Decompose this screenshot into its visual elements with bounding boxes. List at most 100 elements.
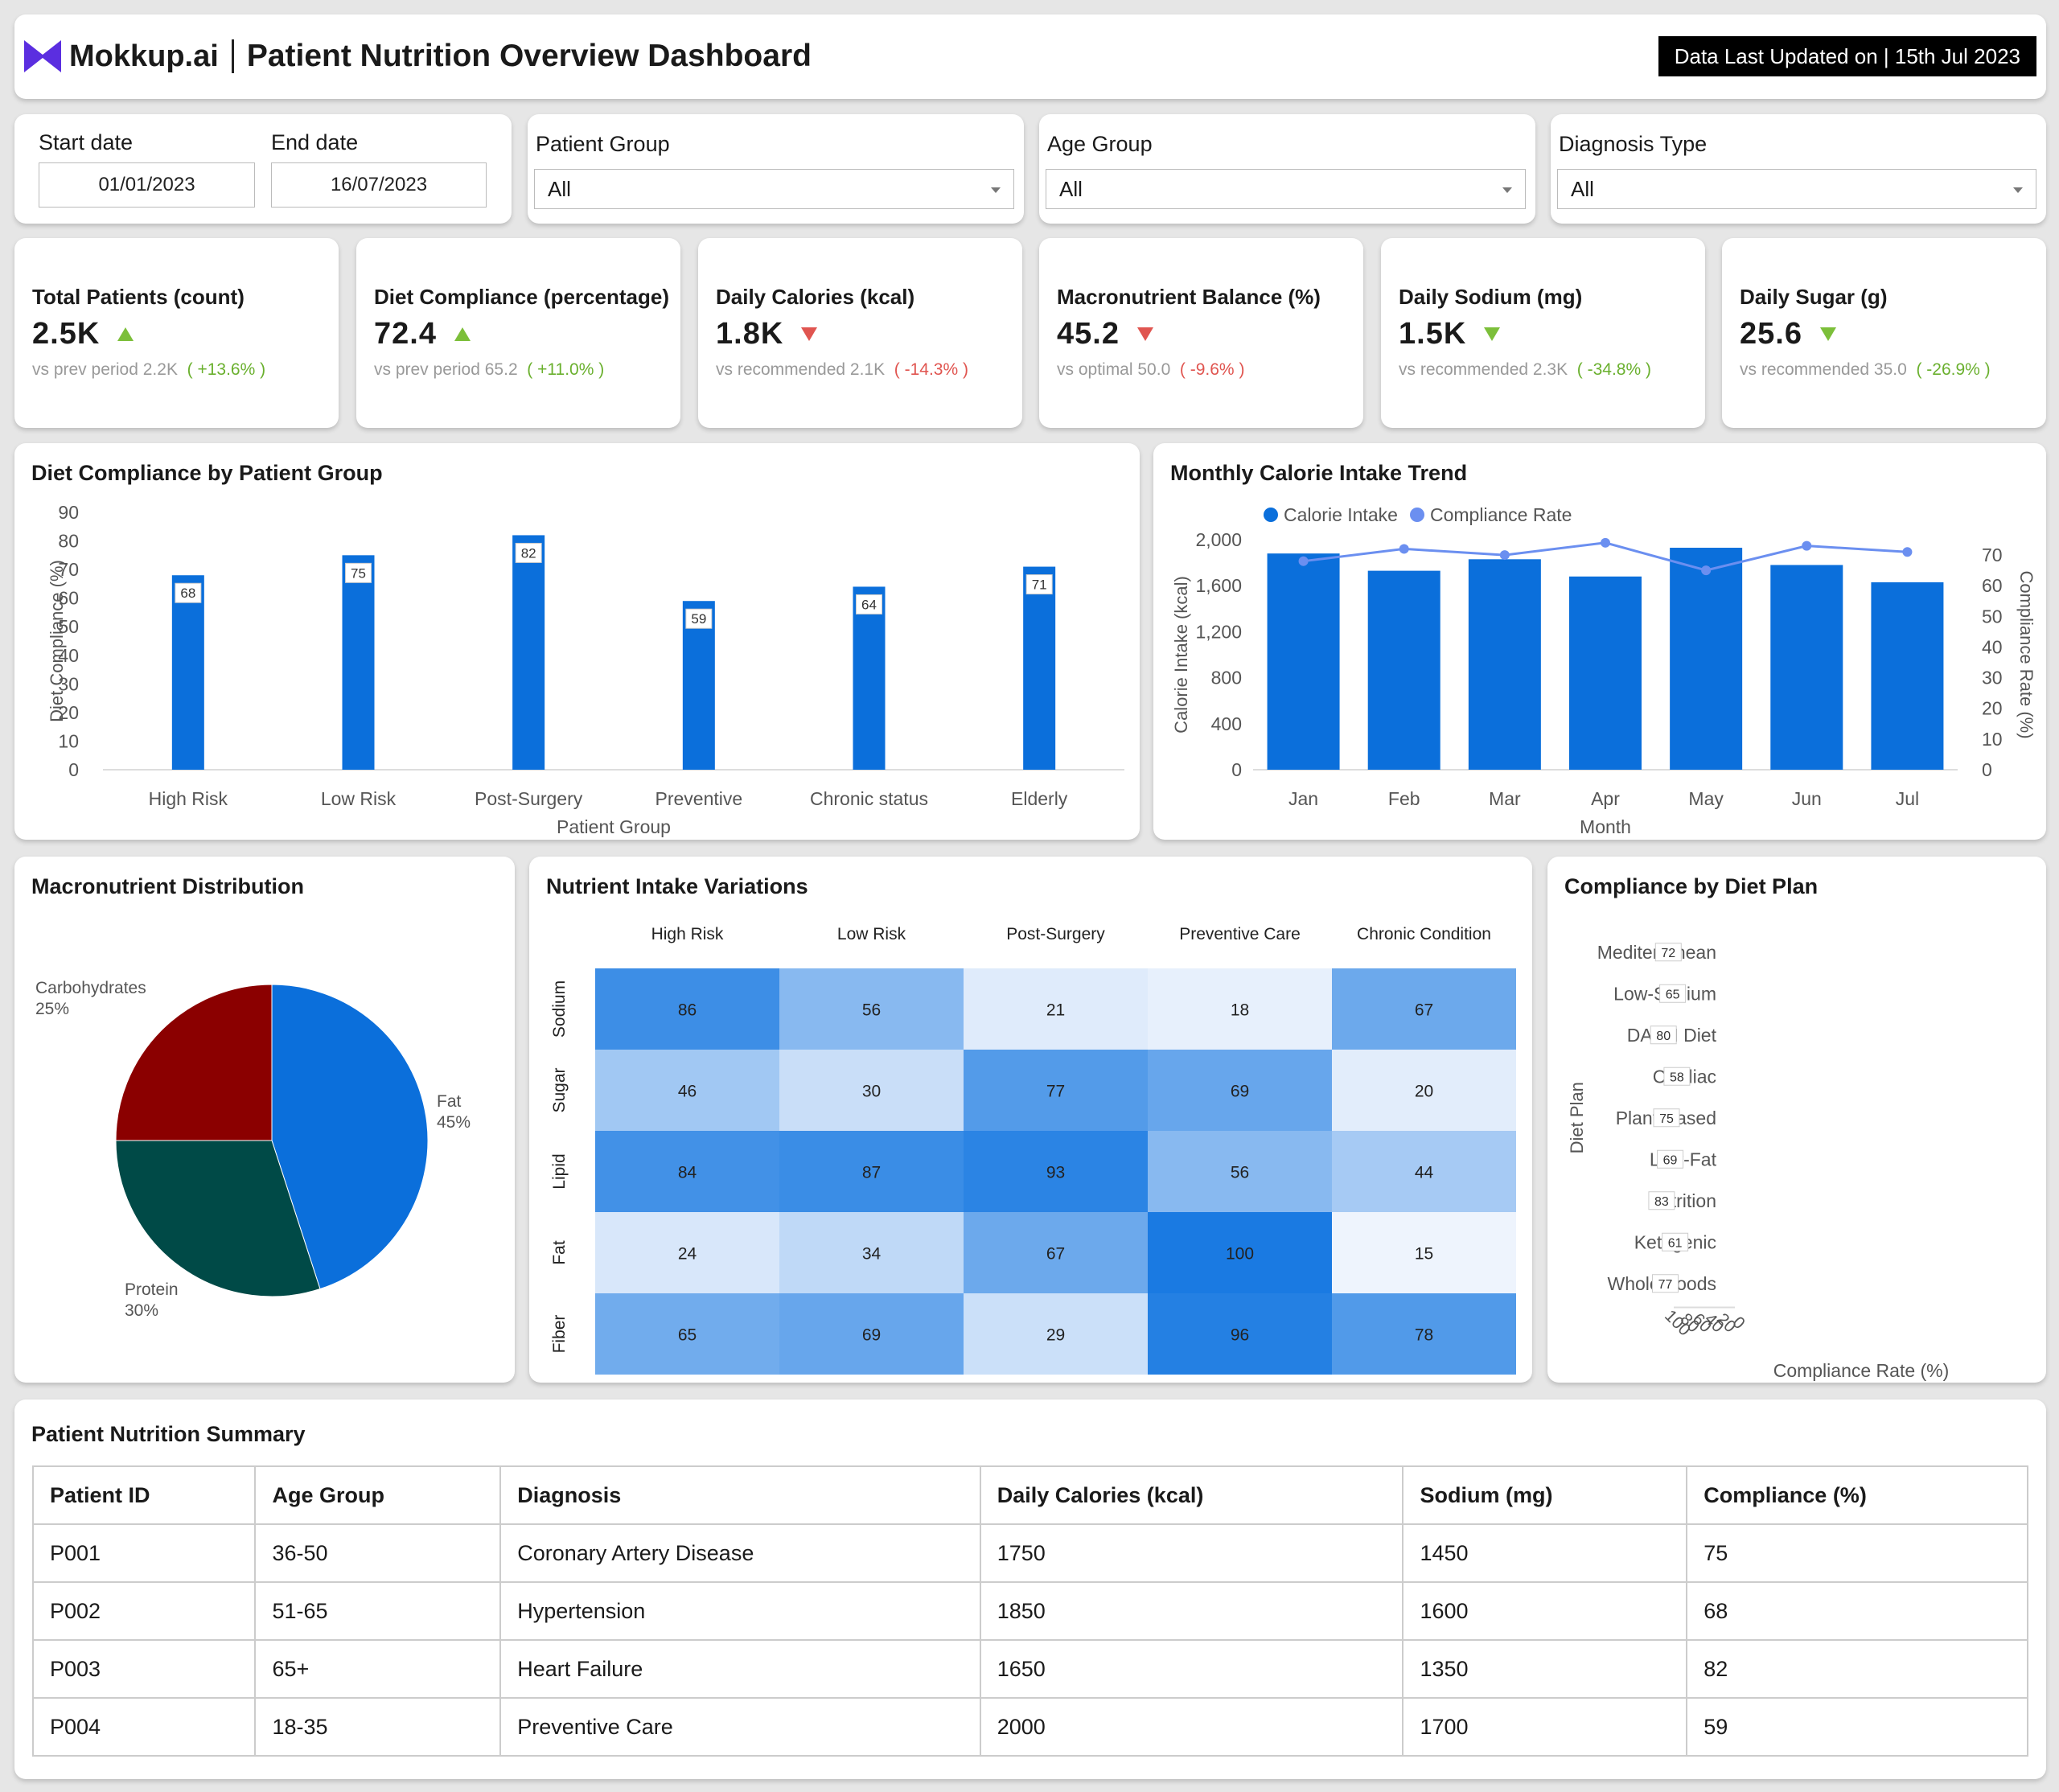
heatmap-cell [1332,1293,1516,1375]
heatmap-value: 65 [678,1326,697,1345]
compliance-by-group-card: Diet Compliance by Patient Group 0 10 20 30… [14,443,1140,840]
data-label: 72 [1661,947,1675,960]
start-date-label: Start date [39,130,134,154]
x-tick-label: Chronic status [810,788,928,809]
heatmap-cell [1148,1293,1332,1375]
diagnosis-label: Diagnosis Type [1559,132,1708,156]
kpi-delta: ( -26.9% ) [1916,360,1991,379]
heatmap-row-label: Fat [550,1240,569,1265]
trend-up-icon [117,327,134,341]
line-point [1499,550,1510,561]
heatmap-column-label: Post-Surgery [1006,925,1105,943]
pie-slice [115,984,273,1141]
col-sodium: Sodium (mg) [1402,1465,1688,1525]
data-label-box [175,582,202,603]
y-tick-label: 400 [1211,713,1242,734]
patient-group-label: Patient Group [536,132,670,156]
y-axis-label: Calorie Intake (kcal) [1171,576,1191,734]
kpi-delta: ( -14.3% ) [894,360,968,379]
heatmap-value: 56 [862,1001,881,1020]
summary-table-title: Patient Nutrition Summary [31,1422,306,1446]
bar [853,586,886,770]
kpi-label: Daily Sugar (g) [1740,285,1888,309]
age-group-label: Age Group [1047,132,1153,156]
kpi-value: 2.5K [32,317,134,351]
data-label: 71 [1032,577,1047,593]
table-cell: P003 [31,1639,257,1699]
x-tick-label: Jul [1896,788,1919,809]
table-cell: P002 [31,1581,257,1641]
col-daily-calories: Daily Calories (kcal) [979,1465,1404,1525]
patient-group-filter-card: Patient Group All [528,114,1024,224]
table-cell: 59 [1686,1697,2028,1757]
heatmap-value: 21 [1046,1001,1065,1020]
y-tick-label: 50 [58,616,79,637]
table-header-row: Patient ID Age Group Diagnosis Daily Cal… [31,1465,2028,1525]
age-group-select[interactable]: All [1046,169,1526,209]
table-cell: P001 [31,1523,257,1583]
heatmap-cell [1148,1131,1332,1212]
heatmap-cell [595,1293,779,1375]
y-tick-label: 0 [68,759,79,780]
y-tick-label: 70 [58,559,79,580]
end-date-label: End date [271,130,359,154]
y-tick-label: 30 [58,673,79,694]
kpi-comparison: vs prev period 2.2K ( +13.6% ) [32,360,265,380]
compliance-by-group-chart: 0 10 20 30 40 50 60 70 80 90 Diet Compliance (%) 68… [47,502,1124,837]
y-axis-label: Diet Plan [1567,1082,1587,1153]
age-group-value: All [1059,176,1083,201]
table-cell: 18-35 [254,1697,502,1757]
heatmap-row-label: Fiber [550,1315,569,1354]
heatmap-cell [595,1212,779,1293]
bar [171,575,204,770]
table-cell: 51-65 [254,1581,502,1641]
x-tick-label: Apr [1591,788,1620,809]
kpi-compare-label: vs optimal [1057,360,1133,379]
start-date-input[interactable]: 01/01/2023 [39,162,255,208]
table-row: P003 65+ Heart Failure 1650 1350 82 [31,1639,2028,1699]
col-compliance: Compliance (%) [1686,1465,2028,1525]
chevron-down-icon [991,187,1001,193]
data-label: 64 [861,597,877,612]
x-tick-label: Feb [1388,788,1420,809]
heatmap-column-label: Preventive Care [1179,925,1301,943]
diagnosis-select[interactable]: All [1557,169,2036,209]
heatmap-cell [1148,1050,1332,1131]
table-cell: 1450 [1402,1523,1688,1583]
kpi-value-text: 1.8K [716,317,784,351]
bar [1770,565,1843,770]
summary-table-card: Patient Nutrition Summary Patient ID Age… [14,1399,2046,1779]
data-label-box [1651,1274,1679,1293]
data-label: 69 [1663,1153,1678,1167]
heatmap-value: 77 [1046,1083,1065,1101]
legend-marker-compliance [1410,508,1424,522]
table-cell: 75 [1686,1523,2028,1583]
heatmap-value: 86 [678,1001,697,1020]
table-cell: 1600 [1402,1581,1688,1641]
y2-axis-label: Compliance Rate (%) [2016,570,2036,738]
heatmap-cell [1332,1131,1516,1212]
patient-group-select[interactable]: All [534,169,1014,209]
line-point [1298,556,1309,566]
end-date-input[interactable]: 16/07/2023 [271,162,487,208]
heatmap-cell [1148,1212,1332,1293]
heatmap-value: 69 [862,1326,881,1345]
table-cell: Heart Failure [499,1639,981,1699]
macronutrient-pie-chart: Fat 45% Protein 30% Carbohydrates 25% [35,979,471,1320]
trend-up-icon [454,327,471,341]
heatmap-value: 69 [1231,1083,1249,1101]
heatmap-value: 18 [1231,1001,1249,1020]
heatmap-cell [779,1293,964,1375]
slice-percent: 45% [437,1113,471,1132]
age-group-filter-card: Age Group All [1039,114,1535,224]
slice-label: Protein [125,1280,179,1299]
y2-tick-label: 60 [1982,575,2003,596]
y2-tick-label: 50 [1982,606,2003,627]
summary-table: Patient ID Age Group Diagnosis Daily Cal… [31,1465,2028,1757]
heatmap-value: 44 [1415,1164,1434,1182]
data-label-box [1648,1191,1675,1210]
heatmap-value: 78 [1415,1326,1433,1345]
brand: Mokkup.ai Patient Nutrition Overview Das… [24,39,812,74]
table-cell: Preventive Care [499,1697,981,1757]
table-row: P004 18-35 Preventive Care 2000 1700 59 [31,1697,2028,1757]
